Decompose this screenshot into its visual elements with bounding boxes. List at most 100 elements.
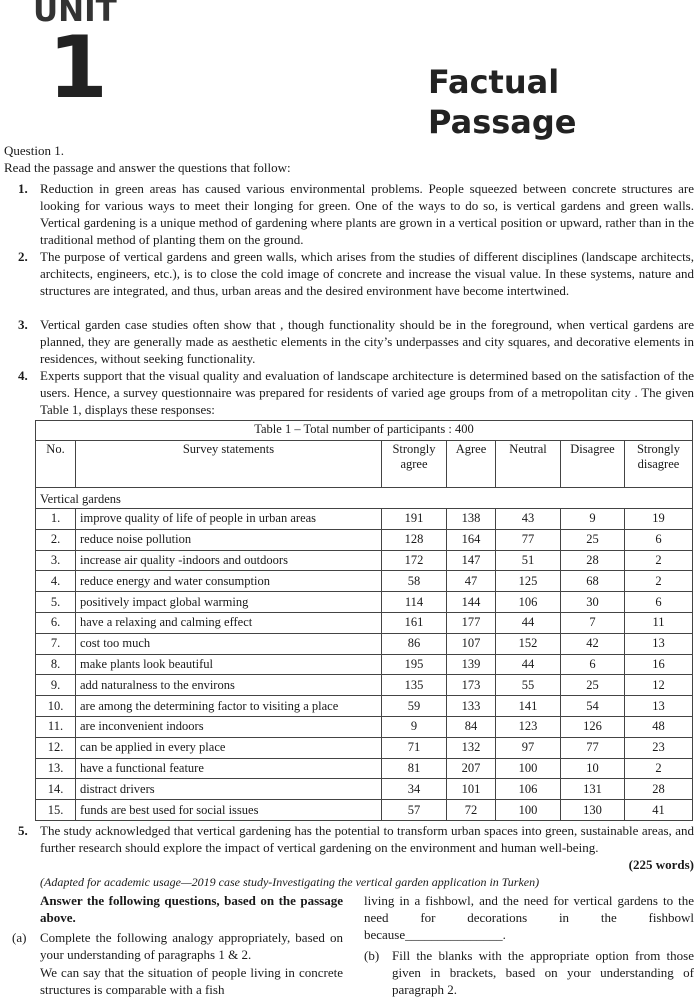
response-count: 6 [623,528,694,551]
table-row: 3. increase air quality -indoors and outd… [35,549,694,572]
response-count: 126 [560,715,625,738]
column-header: Survey statements [75,440,382,488]
statement: cost too much [75,632,382,655]
statement: make plants look beautiful [75,653,382,676]
response-count: 144 [446,591,496,613]
response-count: 25 [560,528,625,551]
paragraph: 4. Experts support that the visual qualit… [0,367,694,418]
row-number: 11. [35,715,76,738]
statement: increase air quality -indoors and outdoo… [75,549,382,572]
response-count: 41 [623,799,694,821]
question-text: Fill the blanks with the appropriate opt… [392,948,694,997]
response-count: 2 [623,757,694,780]
statement: funds are best used for social issues [75,799,382,821]
unit-number: 1 [48,18,108,118]
response-count: 191 [381,508,447,530]
column-header: Disagree [560,440,625,488]
response-count: 11 [623,611,694,634]
table-row: 11. are inconvenient indoors 9 84 123 126 48 [35,715,694,738]
row-number: 8. [35,653,76,676]
paragraph: 2. The purpose of vertical gardens and gr… [0,248,694,299]
response-count: 57 [381,799,447,821]
response-count: 59 [381,695,447,717]
paragraph: 3. Vertical garden case studies often sho… [0,316,694,367]
row-number: 3. [35,549,76,572]
paragraph-number: 3. [18,317,28,332]
analogy-text: We can say that the situation of people … [40,965,343,997]
question-text: Complete the following analogy appropria… [40,930,343,962]
question-label: (a) [12,930,27,945]
question-label: (b) [364,948,380,963]
response-count: 132 [446,736,496,759]
response-count: 100 [495,757,561,780]
paragraph-number: 2. [18,249,28,264]
response-count: 13 [623,695,694,717]
table-row: 15. funds are best used for social issues… [35,799,694,821]
section-row: Vertical gardens [34,487,694,509]
response-count: 43 [495,508,561,530]
response-count: 6 [623,591,694,613]
caption-row: Table 1 – Total number of participants :… [34,420,694,441]
word-count: (225 words) [628,857,694,872]
response-count: 72 [446,799,496,821]
response-count: 195 [381,653,447,676]
statement: reduce noise pollution [75,528,382,551]
table-row: 7. cost too much 86 107 152 42 13 [35,632,694,655]
response-count: 107 [446,632,496,655]
table-row: 6. have a relaxing and calming effect 161 1… [35,611,694,634]
response-count: 48 [623,715,694,738]
response-count: 16 [623,653,694,676]
chapter-title: Factual Passage [428,63,577,141]
row-number: 7. [35,632,76,655]
response-count: 25 [560,674,625,697]
table-row: 8. make plants look beautiful 195 139 44 6 16 [35,653,694,676]
response-count: 2 [623,549,694,572]
response-count: 161 [381,611,447,634]
questions-intro: Answer the following questions, based on… [40,893,343,925]
response-count: 9 [381,715,447,738]
response-count: 172 [381,549,447,572]
statement: can be applied in every place [75,736,382,759]
paragraph-number: 1. [18,181,28,196]
survey-table: Table 1 – Total number of participants :… [34,420,694,821]
paragraph: 1. Reduction in green areas has caused va… [0,180,694,248]
response-count: 106 [495,778,561,801]
closing-paragraph: 5. The study acknowledged that vertical … [0,822,694,872]
table-row: 12. can be applied in every place 71 132 97 7… [35,736,694,759]
response-count: 9 [560,508,625,530]
response-count: 6 [560,653,625,676]
paragraph-text: Reduction in green areas has caused vari… [40,181,694,247]
response-count: 12 [623,674,694,697]
table-row: 9. add naturalness to the environs 135 173 5… [35,674,694,697]
section-label: Vertical gardens [34,487,694,509]
response-count: 71 [381,736,447,759]
response-count: 207 [446,757,496,780]
response-count: 13 [623,632,694,655]
response-count: 152 [495,632,561,655]
statement: have a functional feature [75,757,382,780]
response-count: 138 [446,508,496,530]
paragraph-text: Vertical garden case studies often show … [40,317,694,366]
source-note: (Adapted for academic usage—2019 case st… [40,875,540,889]
response-count: 34 [381,778,447,801]
response-count: 47 [446,570,496,593]
unit-label: UNIT [33,0,117,29]
response-count: 135 [381,674,447,697]
statement: are among the determining factor to visi… [75,695,382,717]
paragraph-number: 4. [18,368,28,383]
paragraph-text: The study acknowledged that vertical gar… [40,823,694,855]
statement: reduce energy and water consumption [75,570,382,593]
response-count: 114 [381,591,447,613]
table-row: 5. positively impact global warming 114 144… [35,591,694,613]
response-count: 28 [623,778,694,801]
response-count: 125 [495,570,561,593]
header-row: No. Survey statements Strongly agree Agree N… [35,440,694,488]
response-count: 128 [381,528,447,551]
response-count: 55 [495,674,561,697]
row-number: 14. [35,778,76,801]
response-count: 77 [560,736,625,759]
response-count: 42 [560,632,625,655]
response-count: 77 [495,528,561,551]
row-number: 10. [35,695,76,717]
